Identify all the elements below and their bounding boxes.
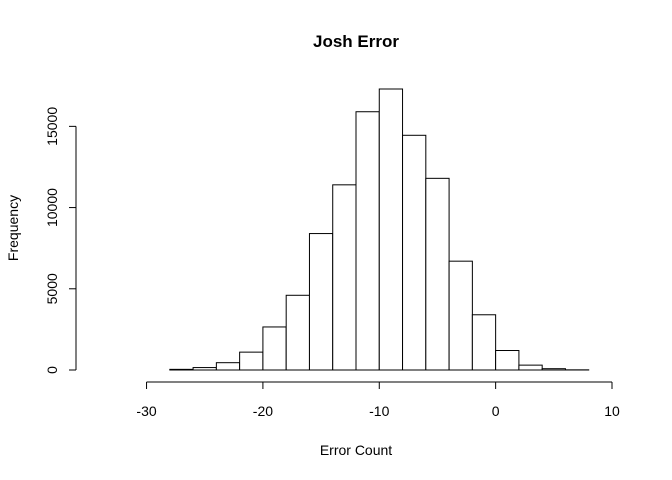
histogram-bar <box>541 368 566 371</box>
x-tick-label: -20 <box>253 403 273 419</box>
y-axis-label: Frequency <box>5 195 21 261</box>
x-tick-label: -30 <box>136 403 156 419</box>
x-tick-label: -10 <box>369 403 389 419</box>
histogram-bar <box>378 88 404 371</box>
histogram-bar <box>518 364 543 371</box>
histogram-bar <box>285 294 310 371</box>
chart-title: Josh Error <box>313 32 399 51</box>
histogram-bar <box>262 326 287 371</box>
histogram-bar <box>169 368 194 371</box>
histogram-bar <box>471 314 497 371</box>
x-tick-label: 10 <box>604 403 620 419</box>
histogram-bar <box>215 362 241 371</box>
x-axis-label: Error Count <box>320 442 392 458</box>
y-tick-label: 5000 <box>44 273 60 304</box>
histogram-bar <box>332 184 357 371</box>
histogram-bar <box>355 111 380 371</box>
histogram-bar <box>495 350 520 371</box>
y-axis: 0 5000 10000 15000 <box>44 107 77 374</box>
x-tick-label: 0 <box>492 403 500 419</box>
histogram-bar <box>402 134 427 371</box>
histogram-bar <box>425 177 450 371</box>
y-tick-label: 10000 <box>44 188 60 227</box>
bars-group <box>169 88 590 371</box>
histogram-bar <box>192 367 217 371</box>
y-tick-label: 0 <box>44 366 60 374</box>
y-tick-label: 15000 <box>44 107 60 146</box>
x-axis: -30 -20 -10 0 10 <box>136 381 620 419</box>
histogram-bar <box>239 351 264 371</box>
histogram-bar <box>448 260 473 371</box>
histogram-bar <box>308 233 334 371</box>
